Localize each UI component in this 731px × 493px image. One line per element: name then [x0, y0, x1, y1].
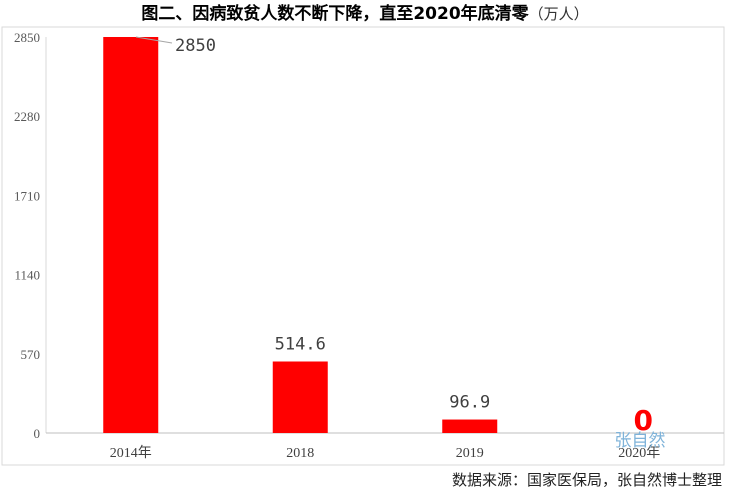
x-axis-labels: 2014年 2018 2019 2020年 [110, 445, 661, 461]
data-label: 2850 [175, 36, 216, 56]
x-tick-label: 2019 [456, 446, 484, 461]
chart-title: 图二、因病致贫人数不断下降，直至2020年底清零（万人） [141, 3, 588, 24]
y-tick-label: 1710 [14, 188, 40, 203]
y-tick-label: 570 [21, 347, 41, 362]
source-note: 数据来源：国家医保局，张自然博士整理 [452, 471, 722, 489]
leader-line [135, 36, 173, 44]
bars [103, 37, 498, 433]
y-tick-label: 2280 [14, 109, 40, 124]
plot-border [1, 26, 725, 466]
data-label: 514.6 [275, 334, 326, 354]
x-tick-label: 2020年 [618, 445, 660, 461]
data-label: 0 [634, 404, 653, 437]
data-label: 96.9 [449, 393, 490, 413]
bar [103, 37, 159, 433]
y-axis-ticks: 0 570 1140 1710 2280 2850 [14, 30, 40, 441]
y-tick-label: 0 [34, 426, 41, 441]
y-tick-label: 2850 [14, 30, 40, 45]
y-tick-label: 1140 [14, 268, 40, 283]
x-tick-label: 2018 [286, 446, 314, 461]
bar [272, 361, 328, 433]
bar [442, 419, 498, 433]
data-labels: 2850 514.6 96.9 0 [175, 36, 653, 437]
watermark: 张自然 [615, 431, 666, 451]
x-tick-label: 2014年 [110, 445, 152, 461]
